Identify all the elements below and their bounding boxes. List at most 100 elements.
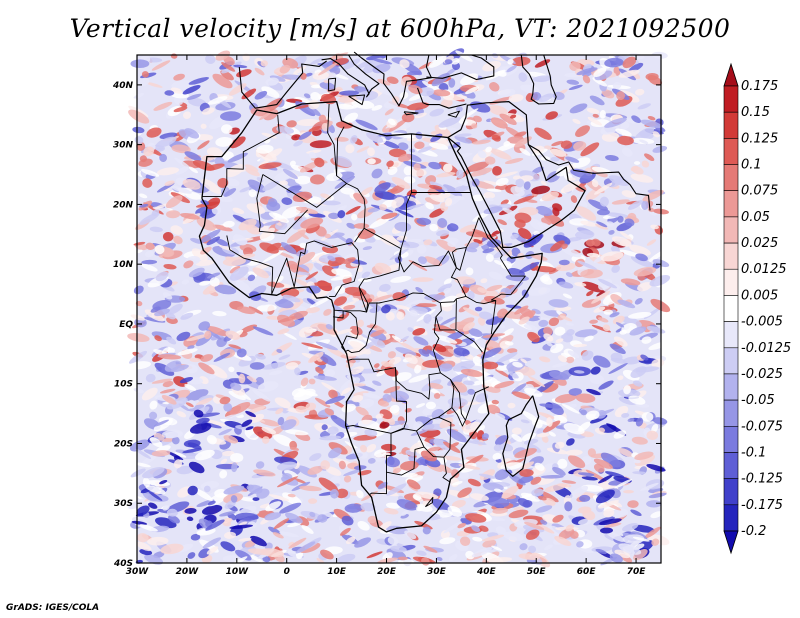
- field-cell: [440, 316, 457, 326]
- field-cell: [320, 200, 341, 206]
- field-cell: [472, 139, 491, 145]
- lon-tick-label: 30W: [126, 567, 150, 577]
- field-cell: [605, 155, 619, 161]
- field-cell: [400, 335, 409, 343]
- field-cell: [345, 144, 355, 154]
- field-cell: [582, 75, 591, 84]
- field-cell: [350, 135, 358, 144]
- colorbar-level-label: 0.05: [741, 210, 770, 225]
- field-cell: [642, 189, 664, 202]
- field-cell: [305, 307, 320, 314]
- field-cell: [258, 162, 282, 169]
- field-cell: [261, 86, 280, 98]
- colorbar-box: [723, 111, 739, 139]
- field-cell: [229, 136, 246, 149]
- field-cell: [325, 395, 345, 405]
- field-cell: [594, 183, 613, 195]
- madagascar-outline: [502, 395, 540, 477]
- field-cell: [164, 180, 175, 186]
- field-cell: [465, 513, 487, 523]
- field-cell: [344, 503, 363, 513]
- field-cell: [523, 324, 538, 331]
- field-cell: [482, 534, 505, 542]
- field-cell: [631, 436, 648, 445]
- field-cell: [634, 161, 641, 165]
- field-cell: [620, 122, 630, 130]
- field-cell: [557, 458, 568, 469]
- field-cell: [328, 447, 342, 459]
- field-cell: [212, 310, 227, 317]
- lat-tick-label: 10S: [114, 380, 133, 390]
- colorbar-level-label: 0.075: [741, 184, 778, 199]
- field-cell: [581, 281, 604, 293]
- field-cell: [240, 324, 258, 333]
- field-cell: [220, 458, 228, 464]
- field-cell: [595, 548, 607, 555]
- field-cell: [221, 62, 236, 72]
- field-cell: [197, 140, 210, 150]
- field-cell: [566, 329, 575, 336]
- field-cell: [615, 322, 625, 328]
- field-cell: [637, 103, 651, 110]
- field-cell: [471, 525, 481, 532]
- field-cell: [271, 342, 293, 356]
- field-cell: [594, 70, 613, 81]
- field-cell: [238, 373, 246, 384]
- field-cell: [519, 469, 534, 477]
- field-cell: [519, 261, 540, 274]
- field-cell: [396, 499, 418, 511]
- field-cell: [222, 555, 240, 562]
- field-cell: [585, 410, 600, 421]
- field-cell: [598, 427, 606, 433]
- field-cell: [166, 397, 188, 410]
- field-cell: [634, 451, 654, 461]
- colorbar-level-label: -0.075: [741, 419, 783, 434]
- field-cell: [529, 218, 544, 231]
- field-cell: [279, 502, 302, 514]
- field-cell: [565, 449, 583, 456]
- field-cell: [222, 517, 233, 523]
- field-cell: [480, 278, 488, 284]
- field-cell: [130, 314, 146, 321]
- field-cell: [472, 356, 482, 365]
- field-cell: [229, 524, 254, 529]
- field-cell: [601, 89, 615, 99]
- field-cell: [206, 435, 217, 445]
- field-cell: [622, 56, 637, 69]
- country-border: [425, 496, 434, 508]
- colorbar-box: [723, 138, 739, 165]
- field-cell: [546, 417, 553, 427]
- colorbar-box: [723, 85, 739, 113]
- field-cell: [558, 259, 570, 266]
- field-cell: [382, 393, 392, 403]
- field-cell: [418, 61, 434, 70]
- field-cell: [235, 549, 252, 561]
- field-cell: [563, 423, 585, 435]
- colorbar-box: [723, 268, 739, 296]
- field-cell: [614, 549, 631, 559]
- field-cell: [471, 123, 478, 129]
- field-cell: [335, 328, 353, 335]
- field-cell: [351, 213, 358, 221]
- field-cell: [151, 60, 171, 71]
- field-cell: [320, 549, 334, 560]
- field-cell: [433, 438, 451, 451]
- field-cell: [437, 283, 453, 293]
- field-cell: [592, 113, 599, 118]
- field-cell: [369, 216, 390, 229]
- field-cell: [320, 460, 331, 470]
- field-cell: [435, 335, 458, 344]
- field-cell: [491, 366, 511, 378]
- field-cell: [586, 252, 600, 258]
- field-cell: [451, 355, 461, 364]
- field-cell: [455, 152, 473, 159]
- field-cell: [235, 512, 259, 521]
- field-cell: [429, 194, 445, 203]
- field-cell: [202, 537, 222, 549]
- field-cell: [377, 557, 398, 564]
- field-cell: [429, 108, 444, 117]
- colorbar-top-triangle: [723, 62, 739, 87]
- field-cell: [353, 223, 370, 229]
- country-border: [440, 298, 457, 304]
- field-cell: [293, 140, 303, 147]
